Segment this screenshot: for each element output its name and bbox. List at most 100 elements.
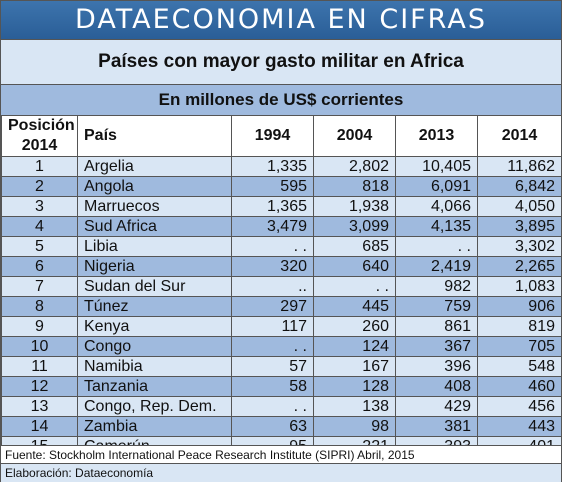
cell-1994: 58 bbox=[231, 376, 314, 397]
cell-2004: 260 bbox=[313, 316, 396, 337]
cell-country: Tanzania bbox=[77, 376, 232, 397]
banner-title: DATAECONOMIA EN CIFRAS bbox=[1, 1, 561, 39]
cell-position: 5 bbox=[1, 236, 78, 257]
table-row: 8 Túnez 297 445 759 906 bbox=[1, 296, 562, 317]
cell-2014: 705 bbox=[477, 336, 562, 357]
cell-country: Sud Africa bbox=[77, 216, 232, 237]
cell-country: Sudan del Sur bbox=[77, 276, 232, 297]
cell-country: Zambia bbox=[77, 416, 232, 437]
cell-1994: . . bbox=[231, 236, 314, 257]
table-row: 12 Tanzania 58 128 408 460 bbox=[1, 376, 562, 397]
cell-position: 8 bbox=[1, 296, 78, 317]
cell-position: 1 bbox=[1, 156, 78, 177]
cell-position: 6 bbox=[1, 256, 78, 277]
cell-country: Angola bbox=[77, 176, 232, 197]
cell-2004: 128 bbox=[313, 376, 396, 397]
cell-2004: 98 bbox=[313, 416, 396, 437]
cell-2013: 4,066 bbox=[395, 196, 478, 217]
military-spending-table: Posición 2014 País 1994 2004 2013 2014 1… bbox=[1, 115, 562, 457]
cell-2014: 2,265 bbox=[477, 256, 562, 277]
cell-2013: 4,135 bbox=[395, 216, 478, 237]
header-2013: 2013 bbox=[395, 115, 478, 157]
cell-country: Namibia bbox=[77, 356, 232, 377]
cell-2013: 861 bbox=[395, 316, 478, 337]
table-subtitle: En millones de US$ corrientes bbox=[1, 84, 561, 116]
cell-country: Marruecos bbox=[77, 196, 232, 217]
table-row: 1 Argelia 1,335 2,802 10,405 11,862 bbox=[1, 156, 562, 177]
cell-position: 10 bbox=[1, 336, 78, 357]
cell-position: 14 bbox=[1, 416, 78, 437]
header-2014: 2014 bbox=[477, 115, 562, 157]
header-2004: 2004 bbox=[313, 115, 396, 157]
cell-2004: 445 bbox=[313, 296, 396, 317]
cell-position: 3 bbox=[1, 196, 78, 217]
table-row: 9 Kenya 117 260 861 819 bbox=[1, 316, 562, 337]
cell-2014: 6,842 bbox=[477, 176, 562, 197]
table-body: 1 Argelia 1,335 2,802 10,405 11,862 2 Angola 595… bbox=[1, 156, 562, 457]
table-row: 11 Namibia 57 167 396 548 bbox=[1, 356, 562, 377]
cell-country: Nigeria bbox=[77, 256, 232, 277]
cell-2013: 396 bbox=[395, 356, 478, 377]
cell-position: 9 bbox=[1, 316, 78, 337]
cell-country: Libia bbox=[77, 236, 232, 257]
table-row: 6 Nigeria 320 640 2,419 2,265 bbox=[1, 256, 562, 277]
cell-2013: 6,091 bbox=[395, 176, 478, 197]
table-row: 2 Angola 595 818 6,091 6,842 bbox=[1, 176, 562, 197]
header-1994: 1994 bbox=[231, 115, 314, 157]
cell-2004: 3,099 bbox=[313, 216, 396, 237]
cell-2013: 381 bbox=[395, 416, 478, 437]
cell-2014: 460 bbox=[477, 376, 562, 397]
cell-1994: .. bbox=[231, 276, 314, 297]
table-row: 5 Libia. . 685. . 3,302 bbox=[1, 236, 562, 257]
cell-position: 13 bbox=[1, 396, 78, 417]
table-header-row: Posición 2014 País 1994 2004 2013 2014 bbox=[1, 115, 562, 157]
cell-1994: . . bbox=[231, 396, 314, 417]
table-row: 10 Congo. . 124 367 705 bbox=[1, 336, 562, 357]
source-note: Fuente: Stockholm International Peace Re… bbox=[1, 445, 561, 464]
cell-2014: 4,050 bbox=[477, 196, 562, 217]
cell-position: 12 bbox=[1, 376, 78, 397]
cell-2014: 548 bbox=[477, 356, 562, 377]
cell-2014: 819 bbox=[477, 316, 562, 337]
cell-1994: 3,479 bbox=[231, 216, 314, 237]
cell-2004: 640 bbox=[313, 256, 396, 277]
table-row: 13 Congo, Rep. Dem.. . 138 429 456 bbox=[1, 396, 562, 417]
cell-2014: 11,862 bbox=[477, 156, 562, 177]
cell-position: 2 bbox=[1, 176, 78, 197]
cell-2004: 2,802 bbox=[313, 156, 396, 177]
cell-position: 4 bbox=[1, 216, 78, 237]
header-country: País bbox=[77, 115, 232, 157]
cell-1994: . . bbox=[231, 336, 314, 357]
cell-1994: 1,365 bbox=[231, 196, 314, 217]
cell-1994: 1,335 bbox=[231, 156, 314, 177]
cell-2014: 443 bbox=[477, 416, 562, 437]
cell-country: Túnez bbox=[77, 296, 232, 317]
cell-2014: 3,895 bbox=[477, 216, 562, 237]
table-title: Países con mayor gasto militar en Africa bbox=[1, 39, 561, 84]
cell-2013: 10,405 bbox=[395, 156, 478, 177]
cell-1994: 320 bbox=[231, 256, 314, 277]
cell-2013: 982 bbox=[395, 276, 478, 297]
cell-2014: 456 bbox=[477, 396, 562, 417]
table-row: 3 Marruecos 1,365 1,938 4,066 4,050 bbox=[1, 196, 562, 217]
cell-2004: 138 bbox=[313, 396, 396, 417]
cell-2004: . . bbox=[313, 276, 396, 297]
cell-2004: 685 bbox=[313, 236, 396, 257]
cell-country: Kenya bbox=[77, 316, 232, 337]
cell-2014: 3,302 bbox=[477, 236, 562, 257]
cell-2013: . . bbox=[395, 236, 478, 257]
cell-1994: 57 bbox=[231, 356, 314, 377]
cell-position: 7 bbox=[1, 276, 78, 297]
cell-country: Congo bbox=[77, 336, 232, 357]
cell-2013: 2,419 bbox=[395, 256, 478, 277]
cell-2004: 1,938 bbox=[313, 196, 396, 217]
cell-country: Argelia bbox=[77, 156, 232, 177]
cell-2013: 408 bbox=[395, 376, 478, 397]
cell-2004: 124 bbox=[313, 336, 396, 357]
cell-2013: 429 bbox=[395, 396, 478, 417]
table-row: 4 Sud Africa 3,479 3,099 4,135 3,895 bbox=[1, 216, 562, 237]
cell-2014: 906 bbox=[477, 296, 562, 317]
cell-1994: 595 bbox=[231, 176, 314, 197]
cell-country: Congo, Rep. Dem. bbox=[77, 396, 232, 417]
